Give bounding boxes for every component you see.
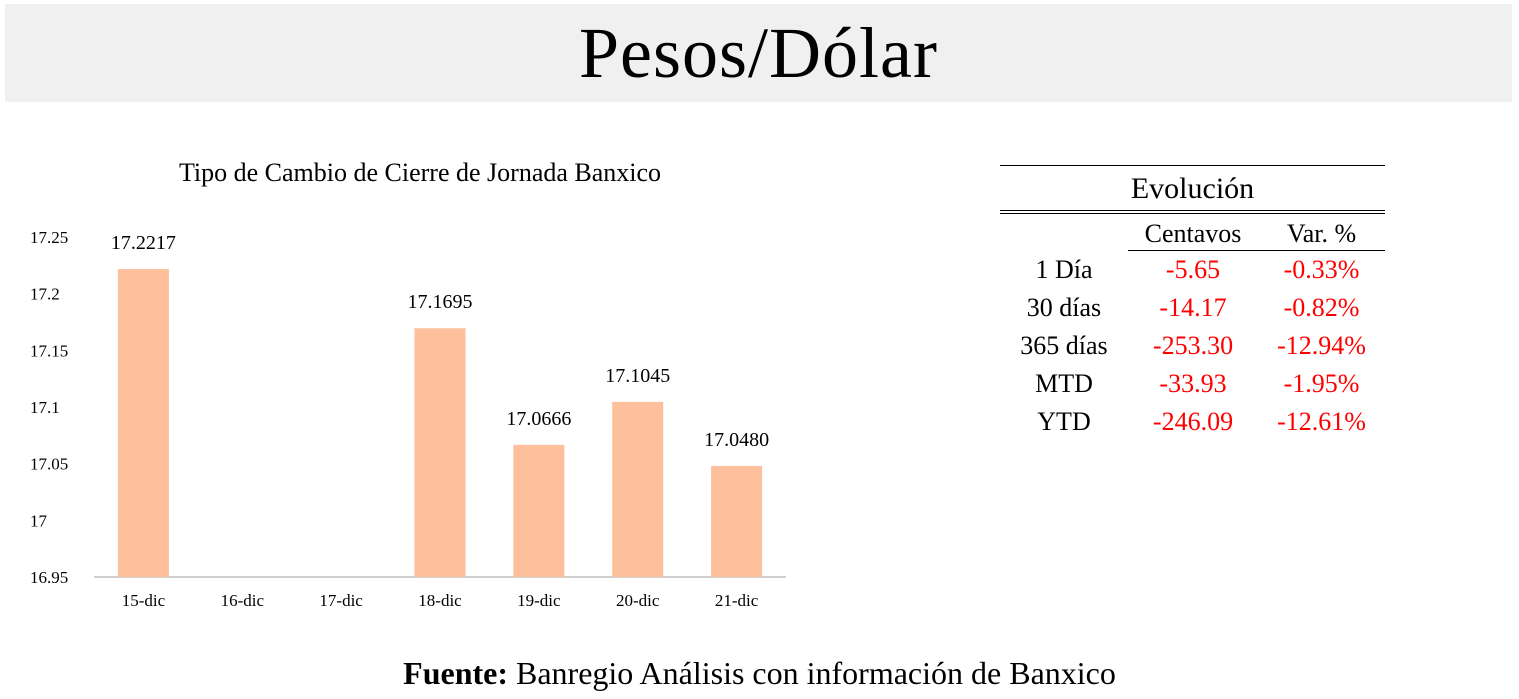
table-heading: Evolución (1130, 172, 1255, 205)
y-tick-label: 17.2 (30, 285, 60, 304)
title-banner: Pesos/Dólar (5, 4, 1512, 102)
bar (711, 465, 763, 577)
y-tick-label: 17.15 (30, 341, 68, 360)
row-label: YTD (1037, 407, 1091, 436)
column-header-var: Var. % (1286, 219, 1357, 248)
table-row: 365 días -253.30 -12.94% (1000, 327, 1385, 365)
source-label: Fuente: (403, 655, 508, 691)
column-header-centavos: Centavos (1144, 219, 1242, 248)
y-tick-label: 16.95 (30, 568, 68, 587)
x-tick-label: 19-dic (517, 591, 561, 610)
row-centavos: -246.09 (1152, 407, 1234, 436)
table-row: YTD -246.09 -12.61% (1000, 403, 1385, 441)
row-var: -1.95% (1283, 369, 1360, 398)
row-var: -0.33% (1283, 255, 1360, 284)
row-label: 1 Día (1035, 255, 1093, 284)
data-label: 17.0666 (506, 408, 571, 430)
row-var: -12.94% (1277, 331, 1366, 360)
x-tick-label: 21-dic (715, 591, 759, 610)
data-label: 17.1695 (408, 291, 473, 313)
source-footnote: Fuente: Banregio Análisis con informació… (0, 655, 1519, 692)
row-centavos: -5.65 (1165, 255, 1221, 284)
table-sub-rule (1128, 250, 1385, 251)
source-text: Banregio Análisis con información de Ban… (516, 655, 1116, 691)
row-centavos: -33.93 (1159, 369, 1227, 398)
table-row: 30 días -14.17 -0.82% (1000, 289, 1385, 327)
data-label: 17.1045 (605, 365, 670, 387)
table-double-rule (1000, 210, 1385, 214)
data-label: 17.2217 (111, 232, 176, 254)
table-top-rule (1000, 165, 1385, 166)
x-tick-label: 17-dic (319, 591, 363, 610)
page-title: Pesos/Dólar (579, 13, 938, 93)
y-tick-label: 17.1 (30, 398, 60, 417)
table-column-headers: Centavos Var. % (1000, 214, 1385, 250)
row-centavos: -253.30 (1152, 331, 1234, 360)
row-label: 30 días (1026, 293, 1102, 322)
row-label: MTD (1035, 369, 1093, 398)
x-tick-label: 15-dic (122, 591, 166, 610)
evolution-table: Evolución Centavos Var. % 1 Día -5.65 -0… (1000, 165, 1385, 441)
chart-title: Tipo de Cambio de Cierre de Jornada Banx… (178, 158, 662, 187)
y-tick-label: 17.25 (30, 228, 68, 247)
data-label: 17.0480 (704, 429, 769, 451)
row-var: -0.82% (1283, 293, 1360, 322)
row-var: -12.61% (1277, 407, 1366, 436)
bar (513, 444, 565, 577)
row-centavos: -14.17 (1159, 293, 1227, 322)
column-header-label (1000, 214, 1128, 250)
bar (612, 401, 664, 577)
y-tick-label: 17.05 (30, 455, 68, 474)
bar (414, 328, 466, 577)
y-tick-label: 17 (30, 511, 48, 530)
table-row: 1 Día -5.65 -0.33% (1000, 251, 1385, 289)
table-row: MTD -33.93 -1.95% (1000, 365, 1385, 403)
x-tick-label: 20-dic (616, 591, 660, 610)
x-tick-label: 16-dic (221, 591, 265, 610)
bar (117, 269, 169, 577)
exchange-rate-bar-chart: 16.95 17 17.05 17.1 17.15 17.2 17.25 17.2217 15-… (30, 228, 786, 610)
x-tick-label: 18-dic (418, 591, 462, 610)
row-label: 365 días (1020, 331, 1108, 360)
